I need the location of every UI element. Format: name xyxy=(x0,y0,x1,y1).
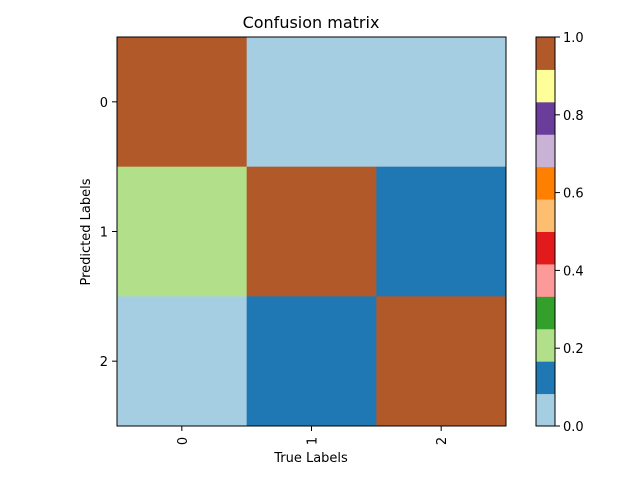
x-axis-ticks: 0 1 2 xyxy=(176,426,450,445)
heatmap-cell-2-2 xyxy=(376,296,507,427)
y-tick-label-1: 1 xyxy=(100,226,108,241)
colorbar-segment-7 xyxy=(536,166,555,200)
colorbar-segment-11 xyxy=(536,37,555,70)
y-axis-ticks: 0 1 2 xyxy=(100,96,117,370)
chart-title: Confusion matrix xyxy=(243,13,380,32)
colorbar-ticks: 0.0 0.2 0.4 0.6 0.8 1.0 xyxy=(555,31,584,435)
x-tick-label-2: 2 xyxy=(435,437,450,445)
colorbar-segment-3 xyxy=(536,296,555,330)
heatmap-cell-0-0 xyxy=(117,37,248,168)
colorbar-segment-2 xyxy=(536,328,555,362)
x-axis-label: True Labels xyxy=(273,451,348,466)
heatmap-cells xyxy=(117,37,507,427)
colorbar-segment-0 xyxy=(536,393,555,427)
colorbar-segment-8 xyxy=(536,134,555,168)
colorbar-segment-10 xyxy=(536,69,555,103)
colorbar-tick-label-3: 0.6 xyxy=(563,187,584,202)
heatmap-cell-2-0 xyxy=(117,296,248,427)
colorbar-segment-4 xyxy=(536,263,555,297)
heatmap-cell-0-1 xyxy=(246,37,377,168)
colorbar-segment-5 xyxy=(536,231,555,265)
colorbar-segment-1 xyxy=(536,361,555,395)
x-tick-label-0: 0 xyxy=(176,437,191,445)
y-tick-label-2: 2 xyxy=(100,355,108,370)
heatmap-cell-2-1 xyxy=(246,296,377,427)
heatmap-cell-1-2 xyxy=(376,166,507,297)
colorbar-tick-label-0: 0.0 xyxy=(563,420,584,435)
heatmap-cell-1-1 xyxy=(246,166,377,297)
colorbar-tick-label-4: 0.8 xyxy=(563,109,584,124)
heatmap-cell-1-0 xyxy=(117,166,248,297)
colorbar-frame xyxy=(535,36,556,427)
colorbar-tick-label-1: 0.2 xyxy=(563,342,584,357)
colorbar-tick-label-5: 1.0 xyxy=(563,31,584,46)
colorbar-tick-label-2: 0.4 xyxy=(563,264,584,279)
heatmap-cell-0-2 xyxy=(376,37,507,168)
x-tick-label-1: 1 xyxy=(306,437,321,445)
colorbar-segment-6 xyxy=(536,199,555,232)
y-tick-label-0: 0 xyxy=(100,96,108,111)
colorbar-segment-9 xyxy=(536,101,555,135)
y-axis-label: Predicted Labels xyxy=(79,178,94,285)
colorbar xyxy=(536,37,555,427)
